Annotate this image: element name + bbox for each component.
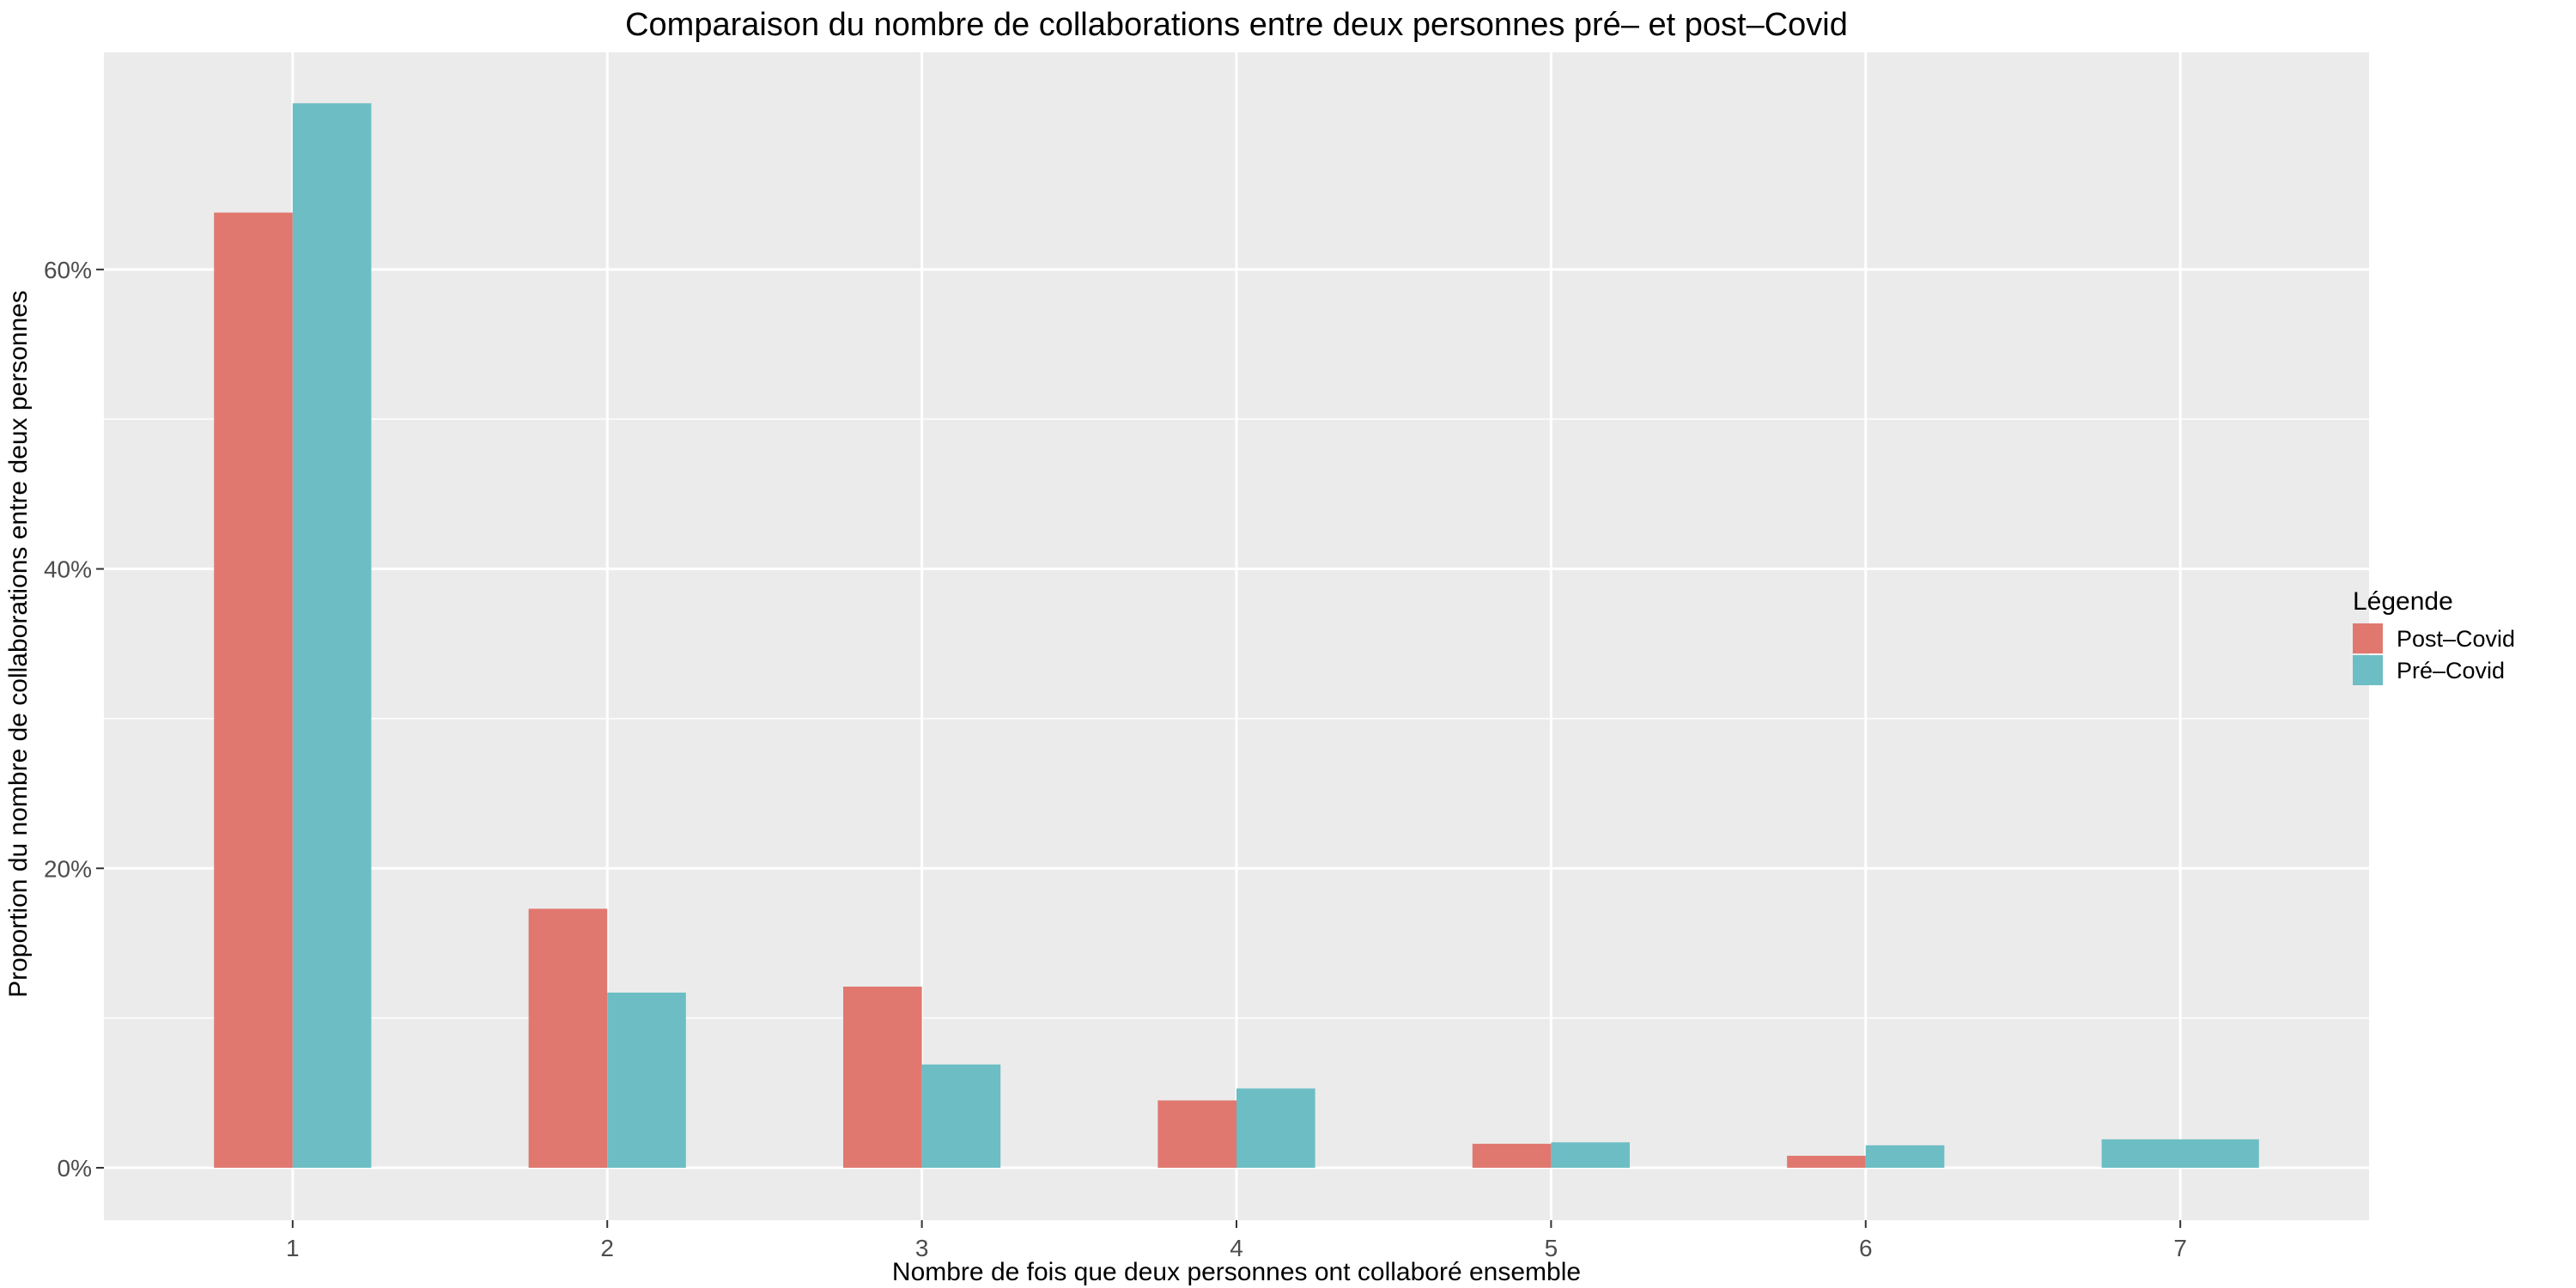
bar-post-covid-5 [1472,1144,1552,1168]
bar-pre-covid-5 [1551,1142,1630,1168]
x-tick-label: 3 [915,1235,929,1261]
bar-pre-covid-6 [1865,1145,1945,1168]
legend-title: Légende [2353,587,2453,616]
y-axis: 0% 20% 40% 60% [44,257,104,1182]
x-tick-label: 4 [1230,1235,1243,1261]
chart-title: Comparaison du nombre de collaborations … [625,7,1848,43]
bar-post-covid-6 [1787,1156,1866,1168]
bar-post-covid-1 [214,212,293,1168]
x-tick-label: 5 [1545,1235,1558,1261]
legend-key-pre-covid [2353,655,2383,685]
bar-pre-covid-2 [607,992,686,1168]
y-axis-title: Proportion du nombre de collaborations e… [4,290,33,998]
bar-post-covid-2 [528,908,608,1168]
x-tick-label: 2 [600,1235,614,1261]
bar-pre-covid-7 [2101,1139,2259,1168]
bars [214,103,2259,1168]
bar-pre-covid-3 [921,1064,1001,1168]
x-axis-title: Nombre de fois que deux personnes ont co… [892,1258,1581,1286]
x-tick-label: 1 [286,1235,300,1261]
x-tick-label: 7 [2173,1235,2187,1261]
legend-key-post-covid [2353,623,2383,653]
bar-pre-covid-4 [1236,1088,1315,1168]
y-tick-label: 60% [44,257,92,283]
x-axis: 1 2 3 4 5 6 7 [286,1220,2187,1261]
legend-label-pre-covid: Pré–Covid [2397,658,2505,683]
x-tick-label: 6 [1859,1235,1873,1261]
legend: Légende Post–Covid Pré–Covid [2353,587,2515,685]
y-tick-label: 20% [44,855,92,882]
y-tick-label: 0% [58,1155,92,1182]
y-tick-label: 40% [44,556,92,583]
bar-post-covid-3 [843,987,922,1168]
bar-post-covid-4 [1157,1100,1236,1168]
bar-pre-covid-1 [292,103,372,1168]
legend-label-post-covid: Post–Covid [2397,626,2515,652]
